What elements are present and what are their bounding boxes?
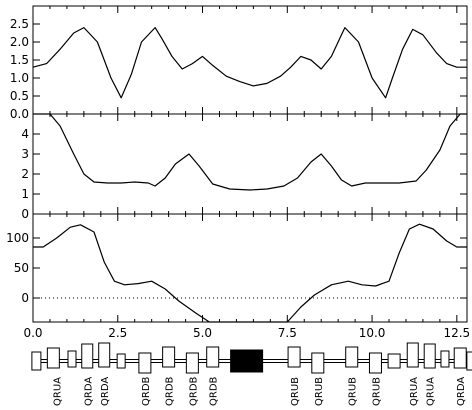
quadrupole-magnet — [406, 342, 419, 368]
quadrupole-magnet — [453, 347, 467, 369]
quadrupole-magnet — [466, 351, 472, 371]
magnet-label: QRDB — [165, 376, 176, 406]
lattice-diagram: QRUA QRDA QRDA QRDB QRDB QRDB QRDB QRUB QRUB QRUB… — [31, 342, 472, 406]
magnet-label: QRUB — [314, 377, 325, 406]
magnet-label: QRUA — [426, 377, 437, 406]
quadrupole-magnet — [98, 342, 111, 368]
y-tick-label: 50 — [14, 261, 29, 275]
magnet-label: QRUA — [53, 377, 64, 406]
quadrupole-magnet — [67, 350, 77, 368]
magnet-label: QRDA — [83, 377, 94, 406]
magnet-label: QRUB — [290, 377, 301, 406]
y-tick-label: 100 — [6, 231, 29, 245]
quadrupole-magnet — [423, 343, 436, 369]
quadrupole-magnet — [81, 343, 94, 369]
y-tick-label: 4 — [21, 127, 29, 141]
magnet-label: QRUB — [371, 377, 382, 406]
quadrupole-magnet — [311, 352, 325, 374]
magnet-label: QRUB — [348, 377, 359, 406]
y-tick-label: 2 — [21, 167, 29, 181]
middle-panel: 0 1 2 3 4 — [21, 113, 468, 221]
dipole-magnet — [230, 349, 264, 373]
bottom-panel: 0 50 100 — [6, 213, 468, 323]
plot-frame — [32, 213, 468, 323]
y-tick-label: 3 — [21, 147, 29, 161]
top-panel: 0.0 0.5 1.0 1.5 2.0 2.5 — [10, 5, 468, 121]
plot-frame — [32, 113, 468, 215]
quadrupole-magnet — [387, 353, 401, 369]
quadrupole-magnet — [116, 353, 126, 369]
plot-frame — [32, 5, 468, 115]
x-tick-label: 0.0 — [23, 326, 42, 340]
quadrupole-magnet — [162, 346, 176, 368]
y-tick-label: 2.0 — [10, 35, 29, 49]
y-tick-label: 1 — [21, 187, 29, 201]
x-tick-label: 5.0 — [193, 326, 212, 340]
y-tick-label: 0 — [21, 291, 29, 305]
magnet-label: QRDB — [141, 376, 152, 406]
x-tick-label: 2.5 — [108, 326, 127, 340]
quadrupole-magnet — [368, 352, 382, 374]
quadrupole-magnet — [46, 347, 60, 369]
magnet-label: QRUA — [409, 377, 420, 406]
magnet-label: QRDB — [188, 376, 199, 406]
x-tick-label: 10.0 — [359, 326, 386, 340]
magnet-label: QRDA — [100, 377, 111, 406]
x-tick-label: 12.5 — [443, 326, 470, 340]
series-line — [33, 223, 467, 323]
y-tick-label: 0.5 — [10, 89, 29, 103]
y-tick-label: 0.0 — [10, 107, 29, 121]
magnet-label: QRDB — [209, 376, 220, 406]
x-tick-label: 7.5 — [278, 326, 297, 340]
y-tick-label: 0 — [21, 207, 29, 221]
quadrupole-magnet — [138, 352, 152, 374]
y-tick-label: 1.0 — [10, 71, 29, 85]
series-line — [32, 27, 467, 99]
quadrupole-magnet — [206, 346, 220, 368]
quadrupole-magnet — [287, 346, 301, 368]
x-axis-tick-labels: 0.0 2.5 5.0 7.5 10.0 12.5 — [23, 326, 470, 340]
magnet-label: QRDA — [456, 377, 467, 406]
series-line — [33, 113, 467, 191]
y-tick-label: 2.5 — [10, 17, 29, 31]
quadrupole-magnet — [185, 352, 199, 374]
quadrupole-magnet — [345, 346, 359, 368]
y-tick-label: 1.5 — [10, 53, 29, 67]
quadrupole-magnet — [440, 350, 450, 368]
quadrupole-magnet — [31, 351, 42, 371]
